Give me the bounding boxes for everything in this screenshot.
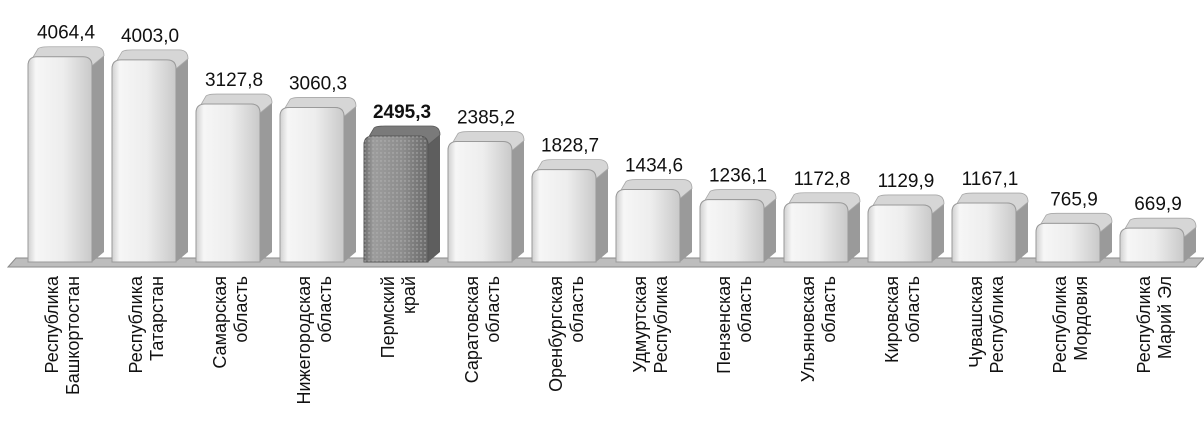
category-label: РеспубликаМарий Эл	[1134, 275, 1175, 374]
category-label: Саратовскаяобласть	[462, 276, 503, 383]
bar-value-label: 1828,7	[541, 136, 599, 157]
bar-value-label: 4064,4	[37, 23, 96, 44]
chart-bar	[279, 97, 357, 263]
bar-value-label: 669,9	[1134, 194, 1182, 215]
category-label: Самарскаяобласть	[210, 276, 251, 369]
chart-bar	[615, 179, 693, 263]
category-label: РеспубликаТатарстан	[126, 275, 167, 374]
bar-value-label: 765,9	[1050, 189, 1098, 210]
chart-bar	[783, 192, 861, 263]
chart-bar	[111, 49, 189, 263]
category-label: УдмуртскаяРеспублика	[630, 275, 671, 374]
bar-value-label: 2385,2	[457, 108, 515, 129]
chart-bar	[363, 125, 441, 263]
chart-bar	[867, 194, 945, 263]
category-label: Пермскийкрай	[378, 276, 419, 358]
category-label: Ульяновскаяобласть	[798, 276, 839, 382]
chart-bar	[447, 131, 525, 263]
chart-bar	[699, 189, 777, 263]
category-label: Пензенскаяобласть	[714, 276, 755, 374]
bar-value-label: 1167,1	[962, 169, 1019, 190]
category-label: Нижегородскаяобласть	[294, 276, 335, 404]
chart-bar	[195, 93, 273, 263]
category-label: Кировскаяобласть	[882, 276, 923, 363]
chart-bar	[951, 192, 1029, 263]
bar-value-label: 1129,9	[878, 171, 935, 192]
bar-value-label: 4003,0	[121, 26, 179, 47]
bar-value-label: 2495,3	[373, 102, 431, 123]
bar-value-label: 3127,8	[205, 70, 263, 91]
category-label: Оренбургскаяобласть	[546, 276, 587, 392]
chart-bar	[27, 46, 105, 263]
category-label: РеспубликаМордовия	[1050, 275, 1091, 374]
category-label: РеспубликаБашкортостан	[42, 275, 83, 395]
chart-floor	[6, 257, 1204, 268]
bar-value-label: 1434,6	[625, 156, 683, 177]
bar-value-label: 1236,1	[709, 166, 767, 187]
chart-bar	[1035, 212, 1113, 263]
chart-bar	[531, 159, 609, 263]
category-label: ЧувашскаяРеспублика	[966, 275, 1007, 374]
chart-bar	[1119, 217, 1197, 263]
bar-value-label: 3060,3	[289, 73, 347, 94]
bar-value-label: 1172,8	[794, 169, 851, 190]
